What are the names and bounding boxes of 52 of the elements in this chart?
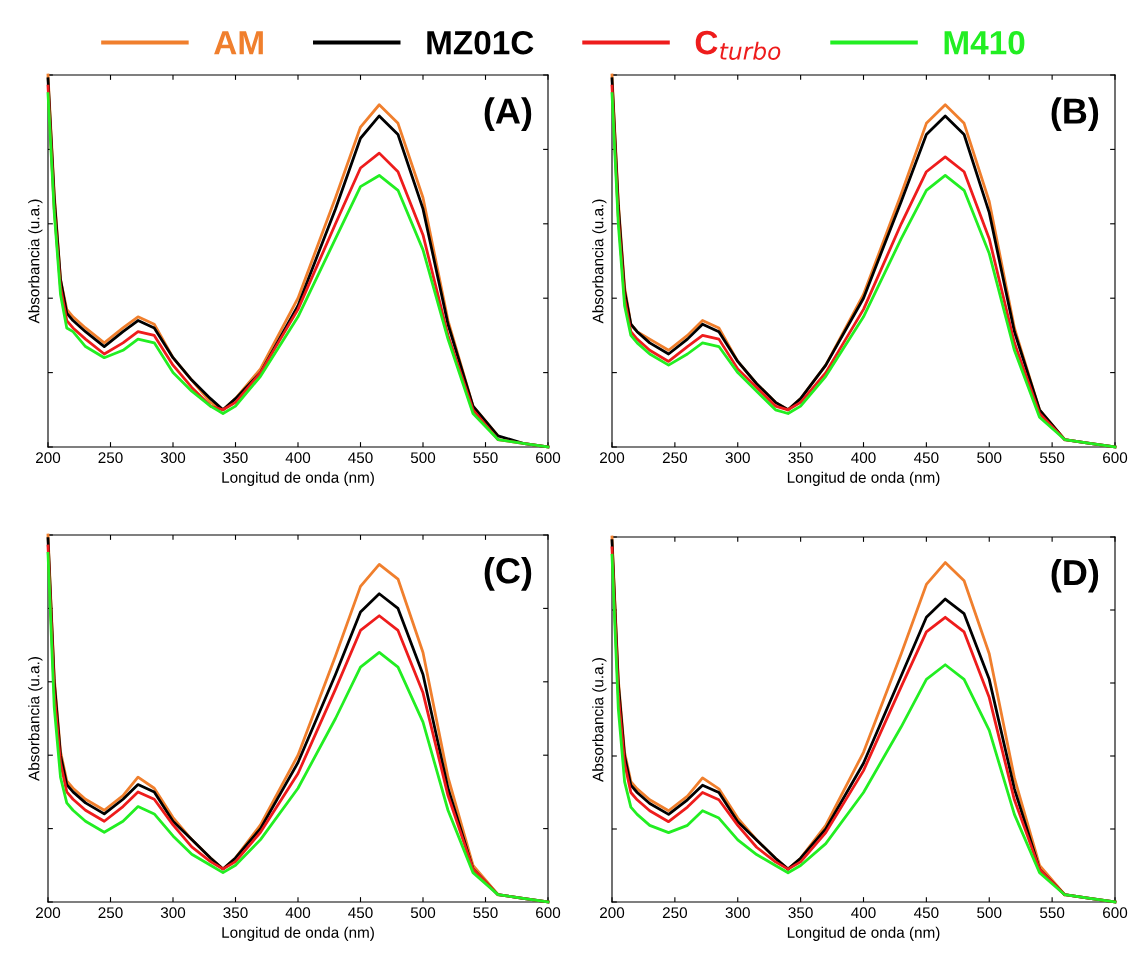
x-tick-label: 550 [1039,907,1065,919]
x-tick-label: 400 [285,452,311,464]
x-tick-label: 600 [536,907,561,919]
annotation: (A) [484,97,532,131]
legend-label: MZ01C [427,30,534,55]
x-tick-label: 600 [1103,907,1128,919]
y-axis-title: Absorbancia (u.a.) [592,658,607,782]
x-tick-label: 450 [913,452,939,464]
x-tick-label: 300 [725,907,750,919]
x-tick-label: 350 [223,907,248,919]
x-tick-label: 400 [851,907,876,919]
x-tick-label: 400 [285,907,311,919]
x-tick-label: 550 [1039,452,1065,464]
x-tick-label: 250 [98,907,123,919]
x-tick-label: 350 [788,907,813,919]
x-tick-label: 400 [851,452,876,464]
x-tick-label: 500 [410,452,436,464]
y-axis-title: Absorbancia (u.a.) [28,657,43,781]
x-axis-title: Longitud de onda (nm) [787,471,940,486]
x-tick-label: 300 [725,452,750,464]
x-tick-label: 450 [348,907,373,919]
x-tick-label: 300 [160,452,186,464]
x-tick-label: 500 [410,907,436,919]
x-tick-label: 200 [36,452,61,464]
x-tick-label: 350 [223,452,248,464]
annotation: (D) [1051,558,1099,593]
x-tick-label: 450 [913,907,939,919]
x-tick-label: 200 [600,907,625,919]
x-tick-label: 250 [662,907,688,919]
y-axis-title: Absorbancia (u.a.) [28,199,43,324]
legend-label: C$_{turbo}$ [695,30,781,60]
y-axis-title: Absorbancia (u.a.) [592,199,607,324]
x-tick-label: 550 [473,452,498,464]
annotation: (B) [1051,97,1099,131]
x-tick-label: 200 [600,452,625,464]
x-tick-label: 300 [160,907,186,919]
x-tick-label: 250 [98,452,123,464]
x-tick-label: 200 [36,907,61,919]
x-tick-label: 500 [977,907,1002,919]
x-tick-label: 500 [977,452,1002,464]
legend-label: M410 [944,30,1025,55]
x-tick-label: 250 [662,452,688,464]
x-axis-title: Longitud de onda (nm) [787,926,940,941]
legend-label: AM [214,31,263,55]
x-tick-label: 350 [788,452,813,464]
x-axis-title: Longitud de onda (nm) [222,926,374,941]
x-tick-label: 450 [348,452,373,464]
x-tick-label: 550 [473,907,498,919]
x-tick-label: 600 [1103,452,1128,464]
x-axis-title: Longitud de onda (nm) [222,471,374,486]
annotation: (C) [484,557,532,591]
x-tick-label: 600 [536,452,561,464]
